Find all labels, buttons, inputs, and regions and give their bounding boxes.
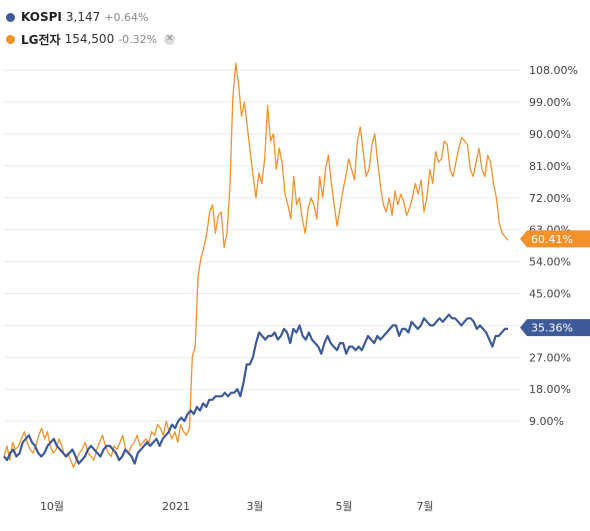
legend-kospi-price: 3,147 [65,10,101,24]
gridlines [4,69,520,422]
series-line-lg [3,62,509,468]
chart-legend: KOSPI 3,147 +0.64% LG전자 154,500 -0.32% ✕ [6,6,176,50]
y-tick-label: 54.00% [529,256,571,269]
x-axis-ticks: 10월 2021 3월 5월 7월 [40,500,434,513]
last-value-badge-kospi [520,319,590,337]
x-tick-label: 7월 [416,500,433,513]
x-tick-label: 5월 [335,500,352,513]
x-tick-label: 3월 [246,500,263,513]
legend-kospi-change: +0.64% [104,10,149,24]
kospi-color-dot [6,12,15,22]
y-tick-label: 81.00% [529,160,571,173]
last-value-label-kospi: 35.36% [531,322,573,335]
y-tick-label: 45.00% [529,287,571,300]
last-value-badges: 35.36% 60.41% [520,230,590,337]
y-tick-label: 9.00% [529,415,564,428]
last-value-badge-lg [520,230,590,248]
series-line-kospi [3,313,508,465]
legend-kospi-name: KOSPI [21,10,62,24]
y-tick-label: 99.00% [529,96,571,109]
y-tick-label: 18.00% [529,383,571,396]
close-icon[interactable]: ✕ [164,33,176,45]
series-lines [3,62,509,468]
legend-lg-change: -0.32% [118,32,158,46]
x-tick-label: 10월 [40,500,64,513]
legend-lg-price: 154,500 [64,32,115,46]
lg-color-dot [6,34,15,44]
y-tick-label: 90.00% [529,128,571,141]
legend-item-lg[interactable]: LG전자 154,500 -0.32% ✕ [6,28,176,50]
y-tick-label: 108.00% [529,64,578,77]
x-tick-label: 2021 [162,500,190,513]
y-tick-label: 72.00% [529,192,571,205]
legend-item-kospi[interactable]: KOSPI 3,147 +0.64% [6,6,175,28]
y-tick-label: 27.00% [529,351,571,364]
legend-lg-name: LG전자 [21,32,61,47]
last-value-label-lg: 60.41% [531,233,573,246]
